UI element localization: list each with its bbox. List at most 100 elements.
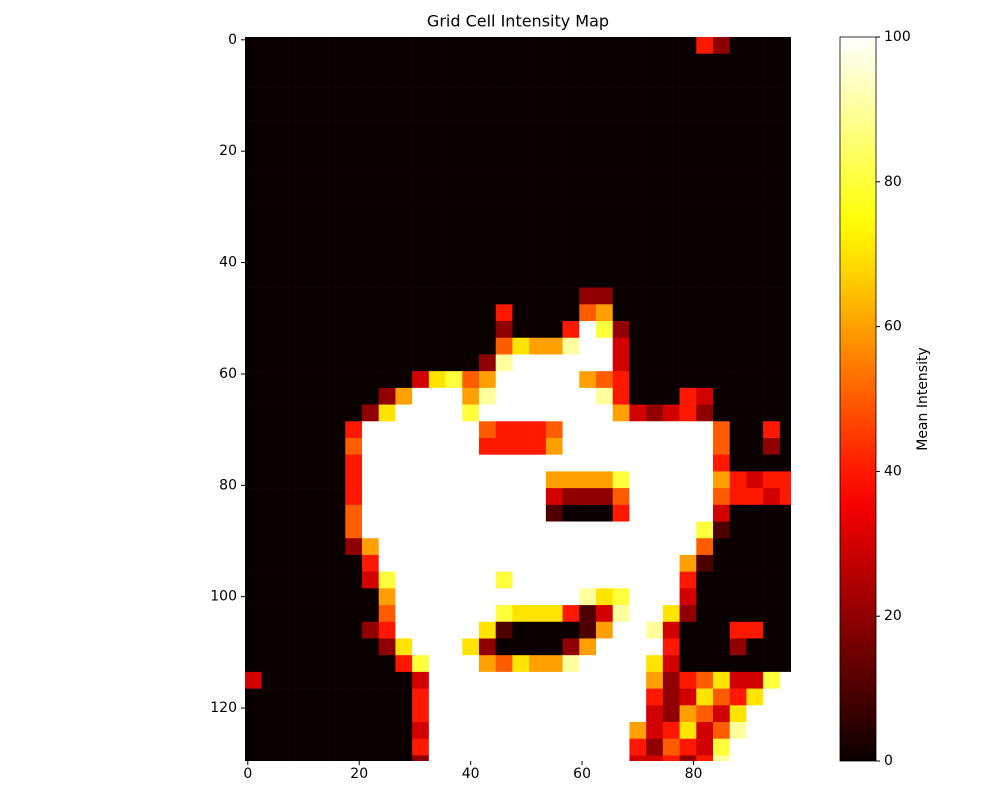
cell [696, 137, 714, 155]
cell [395, 137, 413, 155]
cell [295, 554, 313, 572]
cell [378, 103, 396, 121]
cell [445, 504, 463, 522]
cell [612, 270, 630, 288]
cell [462, 170, 480, 188]
cell [261, 103, 279, 121]
cell [311, 571, 329, 589]
cell [713, 371, 731, 389]
cell [445, 387, 463, 405]
cell [746, 137, 764, 155]
cell [612, 521, 630, 539]
cell [445, 688, 463, 706]
cell [479, 454, 497, 472]
cell [746, 638, 764, 656]
cell [596, 755, 614, 761]
cell [545, 220, 563, 238]
cell [395, 354, 413, 372]
cell [529, 237, 547, 255]
cell [295, 521, 313, 539]
cell [612, 437, 630, 455]
cell [428, 571, 446, 589]
cell [445, 538, 463, 556]
cell [412, 204, 430, 222]
cell [679, 87, 697, 105]
cell [245, 153, 263, 171]
cell [596, 421, 614, 439]
cell [662, 437, 680, 455]
cell [345, 237, 363, 255]
cell [596, 304, 614, 322]
cell [328, 421, 346, 439]
cell [378, 738, 396, 756]
y-tick-label: 40 [219, 255, 237, 271]
cell [596, 655, 614, 673]
x-tick-label: 40 [462, 766, 480, 782]
cell [562, 521, 580, 539]
cell [562, 404, 580, 422]
cell [395, 120, 413, 138]
cell [295, 270, 313, 288]
cell [345, 521, 363, 539]
cell [729, 220, 747, 238]
cell [311, 270, 329, 288]
cell [545, 722, 563, 740]
cell [378, 153, 396, 171]
cell [629, 287, 647, 305]
cell [596, 671, 614, 689]
cell [729, 254, 747, 272]
cell [529, 521, 547, 539]
cell [328, 321, 346, 339]
cell [345, 103, 363, 121]
cell [763, 605, 781, 623]
cell [679, 705, 697, 723]
cell [495, 37, 513, 55]
cell [378, 437, 396, 455]
cell [311, 137, 329, 155]
cell [245, 354, 263, 372]
cell [713, 87, 731, 105]
cell [445, 270, 463, 288]
cell [729, 371, 747, 389]
cell [512, 421, 530, 439]
cell [378, 187, 396, 205]
cell [562, 538, 580, 556]
cell [412, 354, 430, 372]
cell [345, 153, 363, 171]
cell [412, 287, 430, 305]
cell [612, 471, 630, 489]
cell [629, 471, 647, 489]
cell [462, 588, 480, 606]
cell [746, 354, 764, 372]
cell [562, 755, 580, 761]
cell [295, 53, 313, 71]
cell [328, 204, 346, 222]
cell [579, 103, 597, 121]
cell [295, 120, 313, 138]
cell [696, 521, 714, 539]
cell [779, 488, 791, 506]
cell [545, 354, 563, 372]
cell [245, 621, 263, 639]
cell [646, 237, 664, 255]
cell [713, 404, 731, 422]
cell [562, 621, 580, 639]
cell [245, 705, 263, 723]
cell [562, 204, 580, 222]
cell [295, 220, 313, 238]
cell [445, 37, 463, 55]
cell [395, 554, 413, 572]
cell [646, 170, 664, 188]
cell [713, 722, 731, 740]
cell [362, 521, 380, 539]
cell [479, 671, 497, 689]
cell [779, 220, 791, 238]
cell [779, 120, 791, 138]
cell [479, 571, 497, 589]
cell [245, 371, 263, 389]
cell [629, 521, 647, 539]
cell [261, 404, 279, 422]
cell [529, 120, 547, 138]
cell [679, 237, 697, 255]
cell [412, 655, 430, 673]
